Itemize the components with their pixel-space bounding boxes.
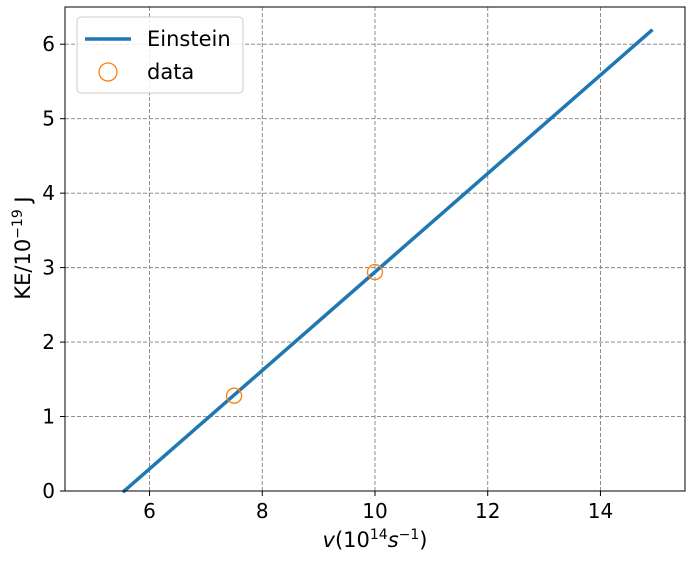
- y-tick-label: 4: [42, 181, 55, 205]
- x-tick-label: 14: [588, 499, 613, 523]
- legend-label-data: data: [147, 60, 194, 84]
- legend: Einstein data: [76, 16, 244, 94]
- series-line-einstein: [121, 28, 654, 494]
- x-tick-label: 10: [362, 499, 387, 523]
- legend-label-einstein: Einstein: [147, 27, 231, 51]
- x-tick-label: 6: [143, 499, 156, 523]
- x-axis-label: v(1014s−1): [323, 527, 428, 552]
- grid: [65, 7, 685, 492]
- legend-marker-swatch: [98, 62, 118, 82]
- y-axis-label: KE/10−19 J: [10, 196, 35, 299]
- y-tick-label: 0: [42, 479, 55, 503]
- y-tick-label: 3: [42, 256, 55, 280]
- legend-box: [76, 16, 244, 94]
- x-tick-label: 12: [475, 499, 500, 523]
- series-layer: [121, 28, 654, 494]
- data-point: [225, 387, 243, 404]
- y-tick-label: 6: [42, 32, 55, 56]
- x-tick-label: 8: [256, 499, 269, 523]
- data-point: [366, 263, 384, 281]
- y-tick-label: 1: [42, 405, 55, 429]
- y-tick-label: 5: [42, 107, 55, 131]
- y-tick-label: 2: [42, 330, 55, 354]
